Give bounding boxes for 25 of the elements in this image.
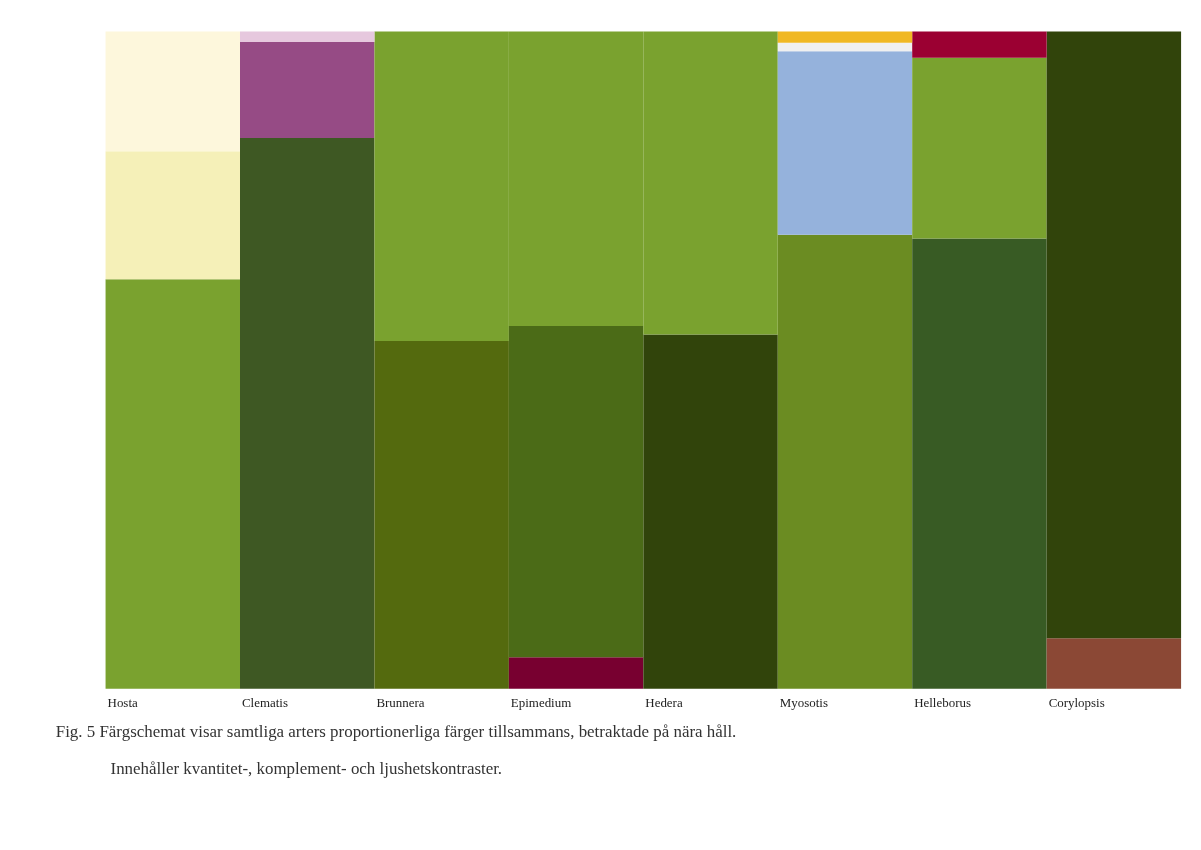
x-tick-label: Myosotis	[779, 695, 828, 711]
bar	[643, 334, 778, 689]
x-tick-label: Hosta	[107, 695, 138, 711]
x-tick-label: Brunnera	[376, 695, 425, 711]
x-tick-label: Helleborus	[914, 695, 971, 711]
bar	[508, 657, 644, 689]
bar	[1046, 638, 1182, 689]
bar	[240, 138, 375, 689]
bar	[777, 42, 913, 52]
bar	[777, 31, 913, 43]
x-tick-label: Clematis	[241, 695, 288, 711]
x-tick-label: Hedera	[645, 695, 683, 711]
bar	[777, 234, 913, 689]
bar	[912, 57, 1047, 239]
bar	[240, 31, 375, 43]
bar	[912, 238, 1047, 689]
x-tick-label: Corylopsis	[1048, 695, 1105, 711]
bar	[912, 31, 1047, 58]
x-tick-label: Epimedium	[510, 695, 572, 711]
bar	[105, 31, 240, 152]
bar	[105, 151, 240, 280]
caption: Fig. 5 Färgschemat visar samtliga arters proportionerliga färger tillsammans, betraktade på nära håll.	[55, 721, 737, 741]
bar	[777, 51, 913, 235]
text: Innehåller kvantitet-, komplement- och ljushetskontraster.	[110, 759, 503, 779]
bar	[240, 42, 375, 139]
